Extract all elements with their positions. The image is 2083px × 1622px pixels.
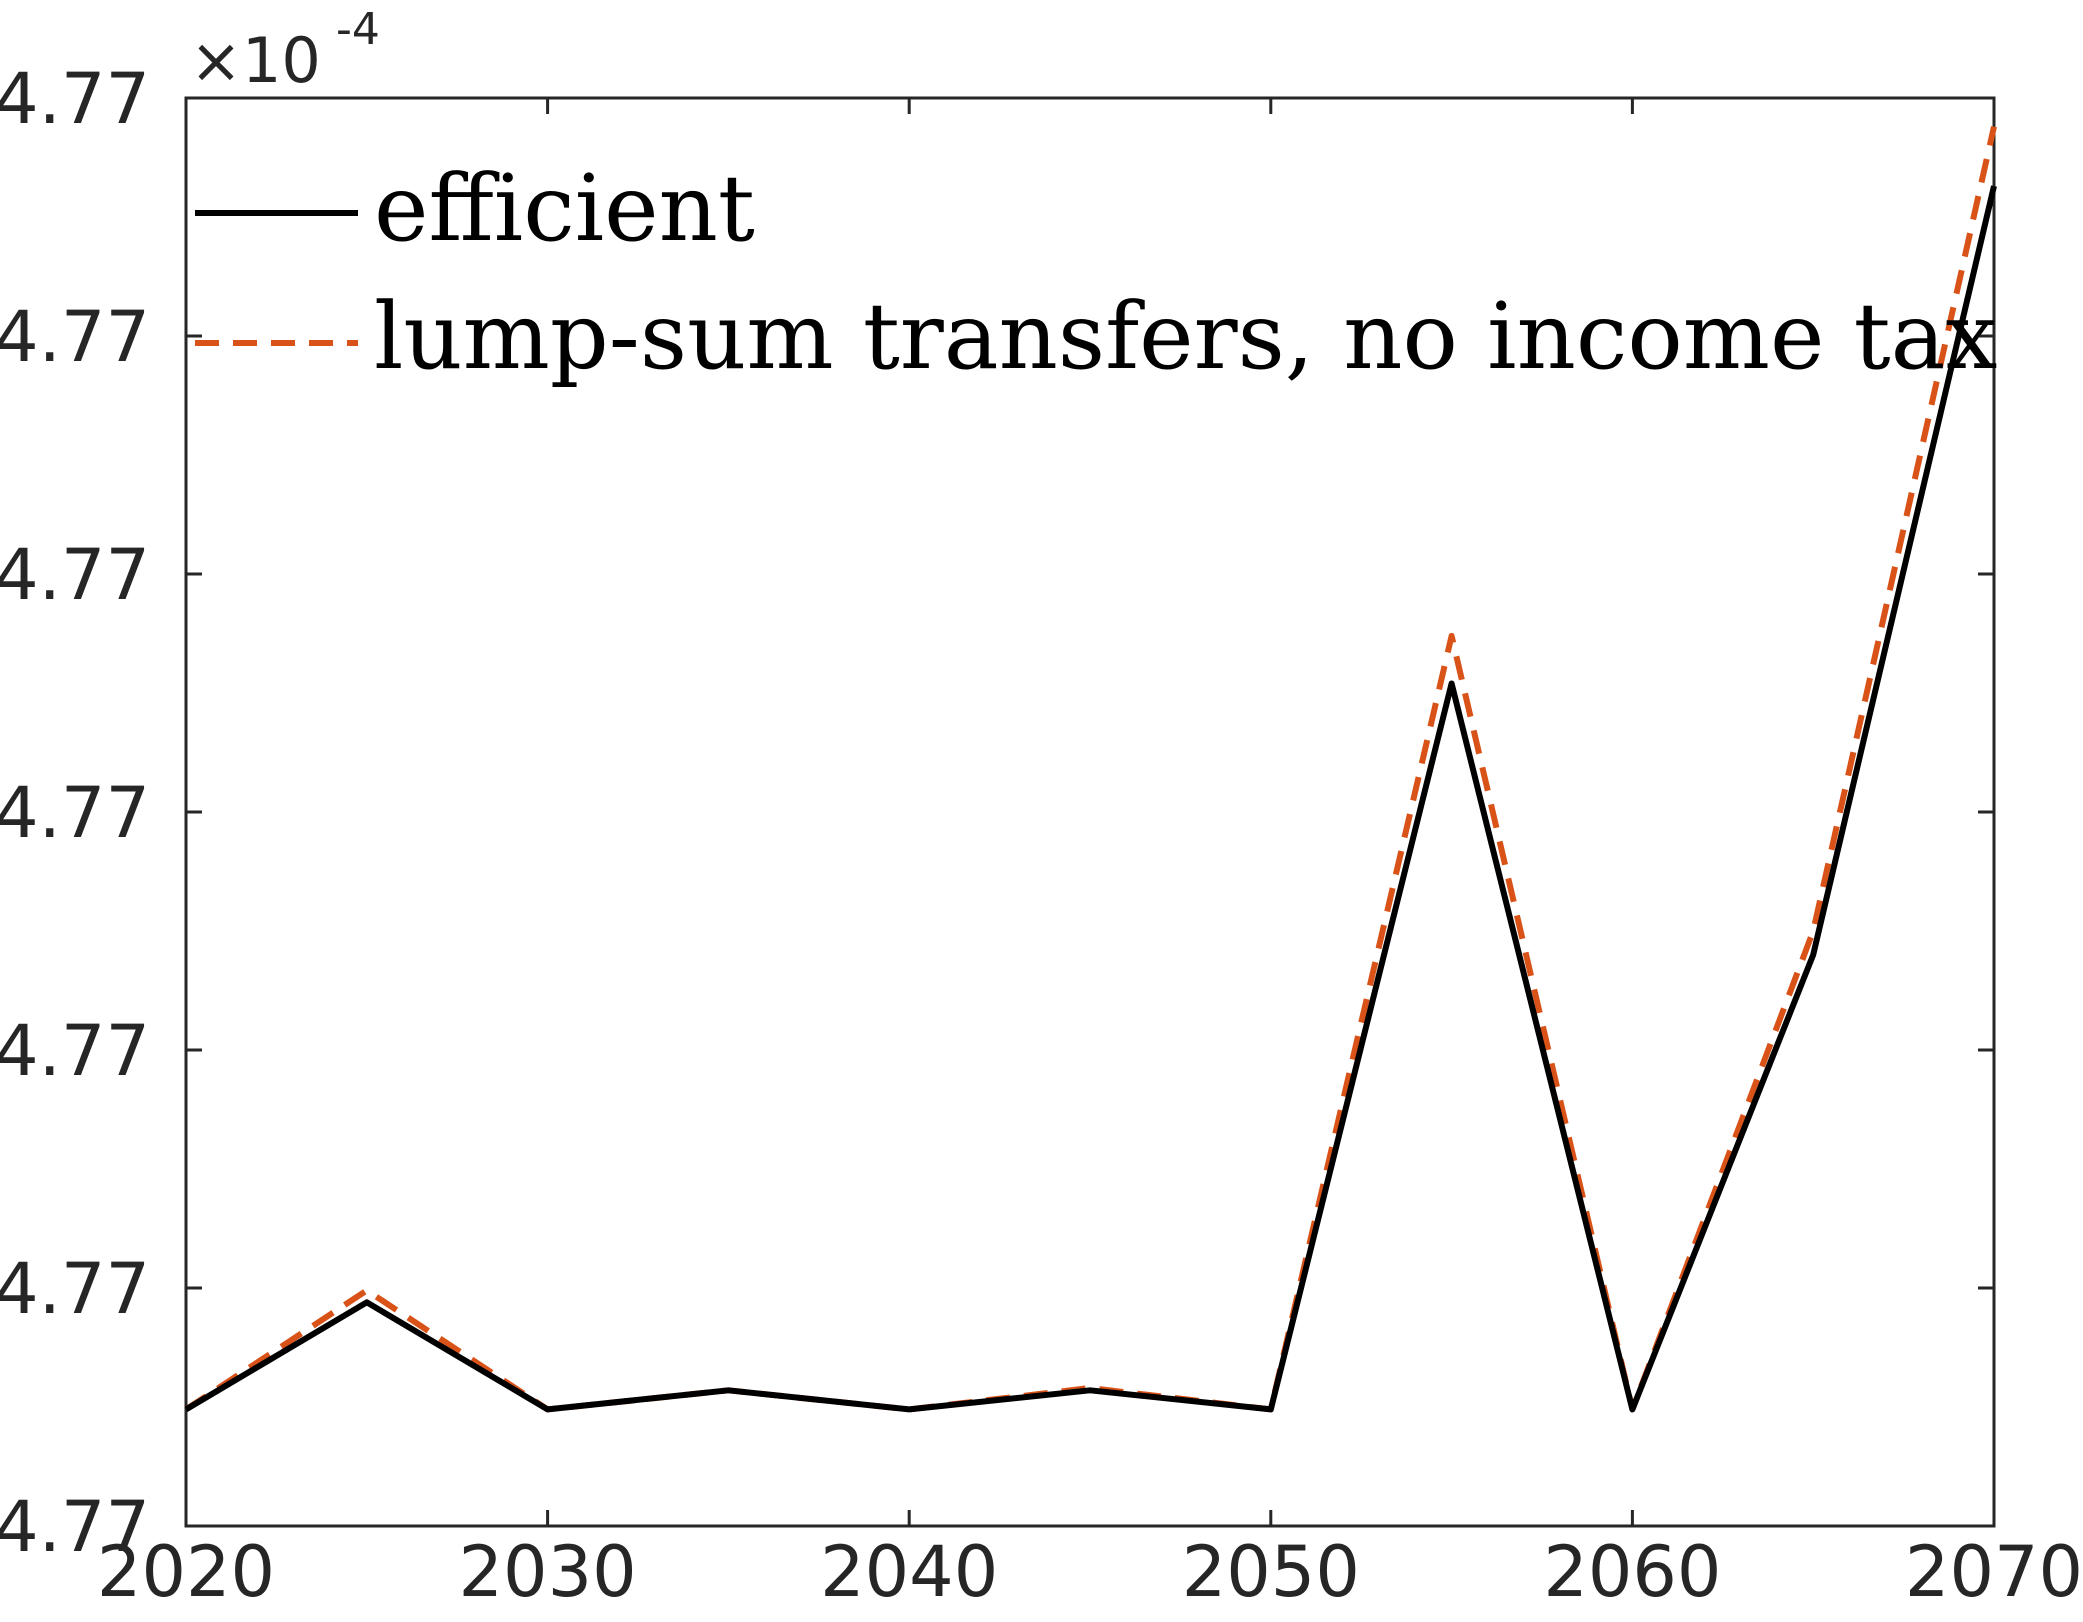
series-lines [184, 125, 1997, 1413]
y-tick-label: 4.77 [0, 296, 150, 378]
legend-label-efficient: efficient [374, 155, 755, 262]
x-tick-label: 2070 [1905, 1531, 2083, 1613]
x-tick-label: 2030 [459, 1531, 637, 1613]
y-exponent-label: ×10 -4 [190, 4, 380, 97]
exponent-power: -4 [336, 4, 380, 55]
y-tick-label: 4.77 [0, 1486, 150, 1568]
x-tick-label: 2020 [97, 1531, 275, 1613]
axis-ticks [184, 96, 1996, 1528]
y-tick-label: 4.77 [0, 1248, 150, 1330]
plot-area [184, 96, 1996, 1528]
y-tick-label: 4.77 [0, 772, 150, 854]
x-tick-label: 2060 [1543, 1531, 1721, 1613]
axes-box [184, 96, 1996, 1528]
series-line-efficient [184, 185, 1997, 1413]
legend-label-lump-sum: lump-sum transfers, no income tax [374, 283, 1997, 390]
y-tick-label: 4.77 [0, 58, 150, 140]
x-tick-labels: 2020 2030 2040 2050 2060 2070 [97, 1531, 2083, 1613]
x-tick-label: 2040 [820, 1531, 998, 1613]
exponent-base: ×10 [190, 24, 321, 97]
series-line-lump-sum-transfers [184, 125, 1997, 1413]
x-tick-label: 2050 [1182, 1531, 1360, 1613]
y-tick-label: 4.77 [0, 534, 150, 616]
legend: efficient lump-sum transfers, no income … [195, 155, 1997, 390]
y-tick-label: 4.77 [0, 1010, 150, 1092]
y-tick-labels: 4.77 4.77 4.77 4.77 4.77 4.77 4.77 [0, 58, 150, 1568]
